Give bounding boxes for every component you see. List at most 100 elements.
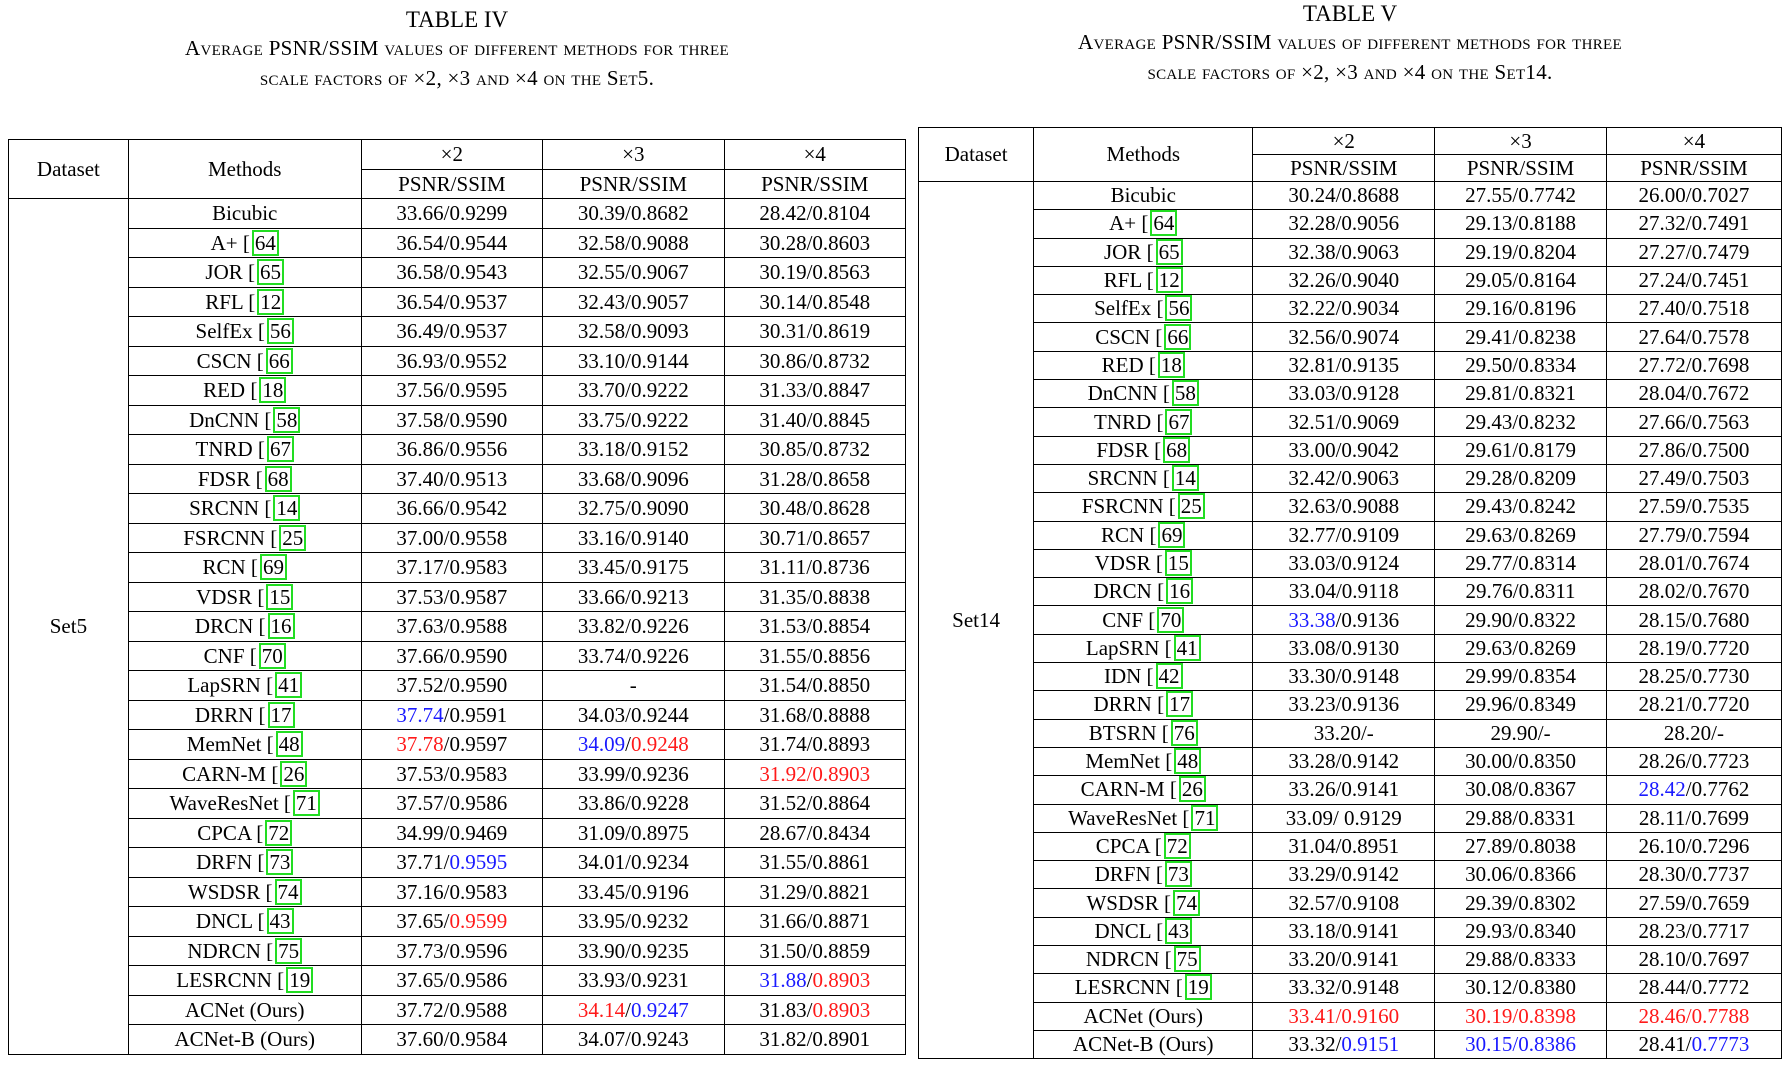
method-cell: WSDSR [74 xyxy=(1033,888,1254,918)
method-name: ACNet-B (Ours) xyxy=(1072,1032,1214,1057)
result-cell-x4: 28.25/0.7730 xyxy=(1605,662,1783,692)
cell-value: 36.58/0.9543 xyxy=(396,260,508,285)
citation-ref: 73 xyxy=(1164,861,1192,888)
result-cell-x4: 27.86/0.7500 xyxy=(1605,435,1783,465)
cell-value: 31.92/0.8903 xyxy=(759,761,871,786)
result-cell-x3: 34.07/0.9243 xyxy=(542,1024,725,1055)
table-row: RFL [12 36.54/0.9537 32.43/0.9057 30.14/0.8… xyxy=(9,286,907,317)
method-name: DRFN [ xyxy=(1094,862,1163,887)
citation-ref: 66 xyxy=(1164,323,1192,350)
method-cell: DRFN [73 xyxy=(1033,860,1254,890)
table-row: DRFN [73 37.71/0.9595 34.01/0.9234 31.55/0.… xyxy=(9,847,907,878)
method-cell: DnCNN [58 xyxy=(1033,379,1254,409)
cell-value: 33.00/0.9042 xyxy=(1288,437,1400,462)
result-cell-x2: 37.63/0.9588 xyxy=(360,611,544,642)
cell-value: 30.08/0.8367 xyxy=(1465,777,1576,802)
method-name: Bicubic xyxy=(1110,183,1176,208)
cell-value: 29.41/0.8238 xyxy=(1465,324,1576,349)
method-name: RFL [ xyxy=(205,289,256,314)
table-row: DRRN [17 37.74/0.9591 34.03/0.9244 31.68/0.… xyxy=(9,699,907,730)
cell-value: 32.58/0.9088 xyxy=(577,230,689,255)
method-cell: WaveResNet [71 xyxy=(127,788,362,819)
result-cell-x3: 29.43/0.8242 xyxy=(1434,492,1607,522)
result-cell-x2: 33.23/0.9136 xyxy=(1252,690,1436,720)
method-name: SRCNN [ xyxy=(189,496,272,521)
cell-value: 37.73/0.9596 xyxy=(396,938,508,963)
citation-ref: 64 xyxy=(251,229,279,256)
table-row: VDSR [15 33.03/0.9124 29.77/0.8314 28.01/0.… xyxy=(919,548,1783,579)
result-cell-x3: 33.75/0.9222 xyxy=(542,404,725,435)
cell-value: 33.20/- xyxy=(1313,720,1374,745)
cell-value: 34.09 xyxy=(577,732,626,757)
cell-value: 31.54/0.8850 xyxy=(759,673,871,698)
table-row: SRCNN [14 32.42/0.9063 29.28/0.8209 27.49/0… xyxy=(919,463,1783,494)
table-row: CSCN [66 36.93/0.9552 33.10/0.9144 30.86/0.… xyxy=(9,345,907,376)
citation-ref: 26 xyxy=(1178,776,1206,803)
result-cell-x4: 26.00/0.7027 xyxy=(1605,180,1783,211)
citation-ref: 58 xyxy=(273,406,301,433)
method-cell: FSRCNN [25 xyxy=(127,522,362,553)
result-cell-x3: 34.14/0.9247 xyxy=(542,994,725,1025)
result-cell-x2: 33.30/0.9148 xyxy=(1252,662,1436,692)
result-cell-x3: 30.12/0.8380 xyxy=(1434,973,1607,1003)
cell-value: 31.74/0.8893 xyxy=(759,732,871,757)
method-cell: FDSR [68 xyxy=(1033,435,1254,465)
cell-value: 36.49/0.9537 xyxy=(396,319,508,344)
cell-value: 27.59/0.7535 xyxy=(1638,494,1750,519)
cell-value: 30.15/0.8386 xyxy=(1465,1032,1576,1057)
table-row: DnCNN [58 37.58/0.9590 33.75/0.9222 31.40/0… xyxy=(9,404,907,435)
citation-ref: 67 xyxy=(266,436,294,463)
table-row: WSDSR [74 32.57/0.9108 29.39/0.8302 27.59/0… xyxy=(919,888,1783,918)
cell-value: 29.77/0.8314 xyxy=(1465,551,1576,575)
result-cell-x3: 33.45/0.9175 xyxy=(542,552,725,583)
method-cell: JOR [65 xyxy=(1033,237,1254,267)
result-cell-x3: 33.45/0.9196 xyxy=(542,876,725,907)
citation-ref: 64 xyxy=(1150,210,1178,237)
method-cell: DNCL [43 xyxy=(1033,916,1254,947)
citation-ref: 72 xyxy=(265,819,293,846)
result-cell-x2: 32.63/0.9088 xyxy=(1252,492,1436,522)
result-cell-x3: 29.50/0.8334 xyxy=(1434,350,1607,381)
result-cell-x3: 33.10/0.9144 xyxy=(542,345,725,376)
table-v-caption-line-1: Average PSNR/SSIM values of different me… xyxy=(1078,30,1622,54)
table-row: LapSRN [41 37.52/0.9590 - 31.54/0.8850 xyxy=(9,670,907,701)
table-row: TNRD [67 36.86/0.9556 33.18/0.9152 30.85/0.… xyxy=(9,434,907,465)
cell-value: 27.86/0.7500 xyxy=(1638,437,1750,462)
result-cell-x4: 28.67/0.8434 xyxy=(723,817,907,848)
method-cell: VDSR [15 xyxy=(1033,548,1254,579)
cell-value: 36.86/0.9556 xyxy=(396,437,508,462)
scale-header-x4: ×4 xyxy=(723,139,907,170)
result-cell-x3: 29.81/0.8321 xyxy=(1434,379,1607,409)
result-cell-x2: 37.74/0.9591 xyxy=(360,699,544,730)
result-cell-x2: 37.17/0.9583 xyxy=(360,552,544,583)
result-cell-x3: 33.82/0.9226 xyxy=(542,611,725,642)
cell-value: 31.55/0.8861 xyxy=(759,850,871,875)
method-cell: RED [18 xyxy=(1033,350,1254,381)
cell-value: 37.16/0.9583 xyxy=(396,879,508,904)
result-cell-x2: 37.00/0.9558 xyxy=(360,522,544,553)
result-cell-x2: 33.09/ 0.9129 xyxy=(1252,803,1436,833)
result-cell-x2: 37.52/0.9590 xyxy=(360,670,544,701)
result-cell-x4: 30.28/0.8603 xyxy=(723,227,907,258)
citation-ref: 17 xyxy=(267,701,295,728)
cell-value: 27.79/0.7594 xyxy=(1638,522,1750,547)
citation-ref: 66 xyxy=(265,347,293,374)
cell-value: 30.24/0.8688 xyxy=(1288,183,1400,208)
method-name: DRCN [ xyxy=(194,614,266,639)
result-cell-x2: 37.57/0.9586 xyxy=(360,788,544,819)
method-cell: WSDSR [74 xyxy=(127,876,362,907)
method-cell: ACNet-B (Ours) xyxy=(1033,1029,1254,1060)
cell-value: 31.29/0.8821 xyxy=(759,879,871,904)
cell-value: 27.55/0.7742 xyxy=(1465,183,1576,208)
result-cell-x2: 37.66/0.9590 xyxy=(360,640,544,671)
citation-ref: 16 xyxy=(267,613,295,640)
result-cell-x4: 30.19/0.8563 xyxy=(723,257,907,288)
method-name: JOR [ xyxy=(205,260,256,285)
method-name: DnCNN [ xyxy=(189,407,272,432)
cell-value: 28.26/0.7723 xyxy=(1638,749,1750,774)
cell-value: 33.45/0.9196 xyxy=(577,879,689,904)
result-cell-x3: 33.99/0.9236 xyxy=(542,758,725,789)
cell-value: 29.93/0.8340 xyxy=(1465,918,1576,943)
result-cell-x2: 37.78/0.9597 xyxy=(360,729,544,760)
table-row: RFL [12 32.26/0.9040 29.05/0.8164 27.24/0.7… xyxy=(919,265,1783,296)
